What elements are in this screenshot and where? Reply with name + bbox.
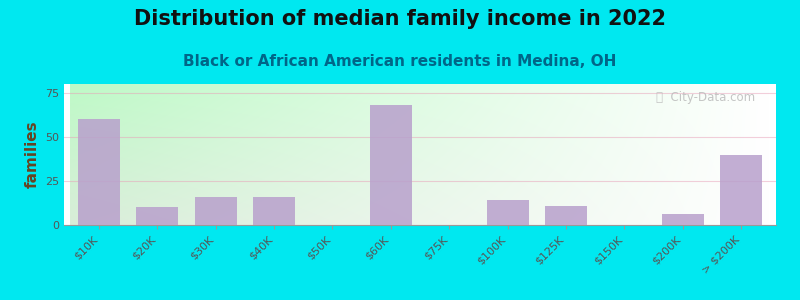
Bar (720, 154, 762, 225)
Text: ⓘ  City-Data.com: ⓘ City-Data.com (655, 91, 754, 104)
Bar (194, 197, 237, 225)
Bar (486, 200, 529, 225)
Bar (662, 214, 704, 225)
Bar (370, 105, 412, 225)
Text: Distribution of median family income in 2022: Distribution of median family income in … (134, 9, 666, 29)
Bar (253, 197, 295, 225)
Bar (136, 207, 178, 225)
Y-axis label: families: families (25, 121, 39, 188)
Text: Black or African American residents in Medina, OH: Black or African American residents in M… (183, 54, 617, 69)
Bar (78, 119, 120, 225)
Bar (545, 206, 587, 225)
